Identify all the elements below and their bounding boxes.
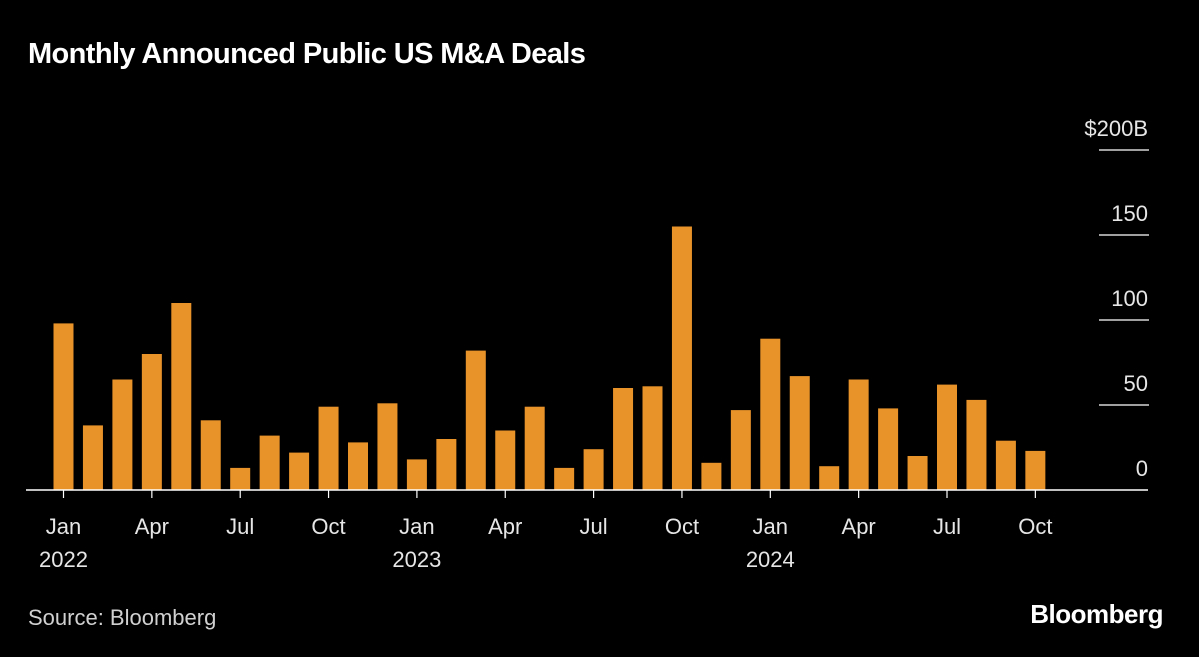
x-tick-label: Apr <box>842 514 876 539</box>
bar <box>554 467 575 490</box>
x-year-label: 2023 <box>392 547 441 572</box>
bar <box>730 410 751 490</box>
bar <box>230 467 251 490</box>
x-axis-ticks: Jan 2022 Apr Jul Oct Jan 2023 Apr Jul Oct Jan 2024 A… <box>39 490 1052 572</box>
bar <box>377 403 398 490</box>
bar <box>465 350 486 490</box>
bar <box>200 420 221 490</box>
bar <box>848 379 869 490</box>
bar <box>642 386 663 490</box>
bar <box>613 388 634 490</box>
x-tick-label: Apr <box>135 514 169 539</box>
x-tick-label: Jan <box>46 514 81 539</box>
bar <box>1025 450 1046 490</box>
x-year-label: 2024 <box>746 547 795 572</box>
bar <box>819 466 840 490</box>
x-tick-label: Jul <box>580 514 608 539</box>
x-tick-label: Jul <box>226 514 254 539</box>
bar <box>937 384 957 490</box>
bar <box>495 430 516 490</box>
y-tick-label: $200B <box>1084 116 1148 141</box>
y-tick-label: 150 <box>1111 201 1148 226</box>
bar <box>671 226 692 490</box>
bar <box>318 406 339 490</box>
bar <box>966 399 987 490</box>
bar <box>583 449 604 490</box>
bar <box>171 303 192 490</box>
x-tick-label: Oct <box>665 514 699 539</box>
y-tick-label: 50 <box>1124 371 1148 396</box>
bar <box>701 462 722 490</box>
bar <box>348 442 368 490</box>
bar <box>789 376 810 490</box>
x-tick-label: Jan <box>753 514 788 539</box>
source-note: Source: Bloomberg <box>28 605 217 630</box>
x-tick-label: Oct <box>1018 514 1052 539</box>
bar <box>289 452 310 490</box>
chart-title: Monthly Announced Public US M&A Deals <box>28 38 586 70</box>
bar <box>53 323 74 490</box>
y-gridlines: 0 50 100 150 $200B <box>1084 116 1149 481</box>
y-tick-label: 0 <box>1136 456 1148 481</box>
bloomberg-logo: Bloomberg <box>1030 599 1163 629</box>
bar-series <box>53 226 1046 490</box>
bar <box>878 408 899 490</box>
y-tick-label: 100 <box>1111 286 1148 311</box>
x-tick-label: Oct <box>311 514 345 539</box>
bar <box>907 456 928 490</box>
bar <box>141 354 162 490</box>
bar <box>995 440 1016 490</box>
x-tick-label: Apr <box>488 514 522 539</box>
x-tick-label: Jan <box>399 514 434 539</box>
bar <box>82 425 103 490</box>
bar <box>259 435 280 490</box>
x-tick-label: Jul <box>933 514 961 539</box>
bar <box>760 338 781 490</box>
bar <box>524 406 545 490</box>
x-year-label: 2022 <box>39 547 88 572</box>
bar <box>112 379 133 490</box>
bar <box>436 439 457 490</box>
bar <box>406 459 427 490</box>
